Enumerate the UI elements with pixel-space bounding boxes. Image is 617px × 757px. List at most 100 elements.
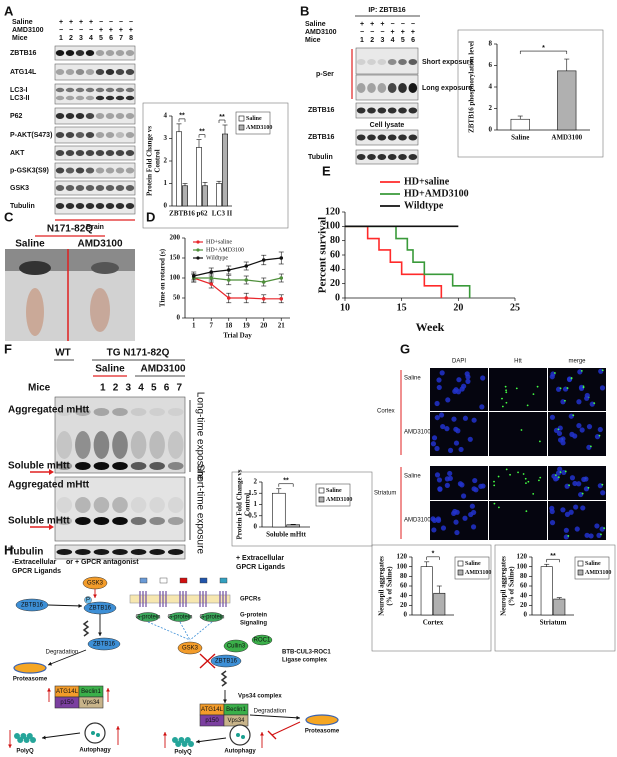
aggregate	[501, 397, 503, 400]
blot	[54, 162, 136, 179]
nucleus	[564, 511, 571, 517]
process-label: Degradation	[254, 709, 287, 715]
band	[115, 185, 125, 191]
nucleus	[468, 511, 474, 518]
nucleus	[465, 378, 471, 384]
band	[149, 462, 165, 470]
y-tick-label: 8	[489, 40, 493, 48]
aggregate	[509, 473, 511, 476]
blot	[355, 129, 419, 146]
nucleus	[462, 515, 468, 521]
x-tick-label: LC3 II	[212, 210, 233, 218]
band	[93, 408, 110, 416]
nucleus	[576, 423, 582, 429]
mouse	[26, 288, 44, 336]
blot-label: p-GSK3(S9)	[10, 167, 49, 174]
zbtb16	[87, 637, 121, 651]
polyq-label: PolyQ	[174, 750, 192, 756]
ligand	[219, 577, 228, 584]
y-tick-label: 100	[517, 562, 528, 570]
nucleus	[453, 519, 459, 525]
band	[167, 549, 184, 555]
nucleus	[549, 520, 556, 526]
gprotein	[136, 612, 160, 622]
x-axis-label: Week	[416, 320, 445, 334]
inhibition-line	[271, 721, 301, 736]
condition-label: Mice	[12, 35, 28, 42]
arrow-head	[78, 603, 82, 608]
aggregate	[505, 401, 508, 404]
nucleus	[454, 529, 460, 536]
band	[95, 69, 105, 75]
aggregate	[493, 502, 496, 505]
band-label: Soluble mHtt	[8, 516, 70, 527]
band	[95, 150, 105, 156]
condition-signs: + + + + − − − −	[59, 19, 133, 26]
band	[55, 132, 65, 138]
blot	[355, 149, 419, 165]
band	[65, 69, 75, 75]
proteasome-label: Proteasome	[305, 729, 340, 735]
band	[105, 185, 115, 191]
aggregate	[515, 387, 518, 390]
y-tick-label: 120	[517, 553, 528, 561]
x-tick-label: 21	[278, 322, 286, 330]
band	[115, 95, 125, 101]
bar	[540, 566, 553, 616]
cullin3-label: Cullin3	[227, 644, 246, 650]
aggregate	[532, 492, 535, 495]
arrow-head	[93, 594, 97, 598]
band	[75, 431, 91, 459]
channel-label: Htt	[514, 359, 522, 365]
band	[125, 113, 135, 119]
legend-label: HD+AMD3100	[206, 247, 244, 253]
aggregate	[524, 477, 527, 480]
nucleus	[563, 527, 569, 533]
blot-label: LC3-I	[10, 87, 28, 94]
band	[367, 154, 376, 160]
band	[377, 154, 387, 160]
band-label: Aggregated mHtt	[8, 405, 90, 416]
subunit-label: ATG14L	[201, 707, 224, 713]
title-text: or + GPCR antagonist	[66, 559, 139, 566]
band	[95, 113, 105, 119]
panel-label: B	[300, 3, 309, 18]
survival-curve	[345, 225, 471, 298]
signal-line	[189, 621, 213, 641]
condition-signs: − − − + + +	[360, 29, 415, 36]
blot-label: P-AKT(S473)	[10, 132, 52, 139]
band	[95, 167, 105, 174]
condition-label: AMD3100	[12, 27, 44, 34]
band	[112, 408, 128, 416]
y-tick-label: 1	[254, 500, 258, 508]
title-text: + Extracellular	[236, 555, 284, 562]
arrow-head	[98, 632, 102, 636]
complex-subunit	[78, 696, 104, 709]
aggregate	[493, 480, 495, 483]
mouse	[19, 261, 51, 275]
band	[398, 134, 407, 141]
band	[75, 69, 85, 75]
significance: **	[179, 113, 185, 120]
band	[115, 132, 125, 138]
marker	[244, 278, 249, 282]
x-tick-label: p62	[197, 210, 208, 218]
nucleus	[459, 386, 465, 392]
chart-frame	[142, 102, 289, 229]
nucleus	[584, 532, 590, 538]
marker	[279, 276, 284, 280]
band	[167, 408, 184, 416]
aggregate	[589, 445, 592, 448]
blot-label: P62	[10, 113, 23, 120]
legend-frame	[315, 483, 351, 507]
phosphate-label: P	[86, 598, 90, 604]
cullin3	[223, 639, 249, 653]
y-tick-label: 0.5	[248, 511, 257, 519]
aggregate	[580, 369, 583, 372]
blot-label: p-Ser	[316, 71, 334, 78]
nucleus	[445, 397, 451, 403]
blot	[54, 83, 136, 105]
aggregate	[564, 470, 567, 473]
band	[115, 203, 125, 209]
nucleus	[436, 384, 442, 391]
